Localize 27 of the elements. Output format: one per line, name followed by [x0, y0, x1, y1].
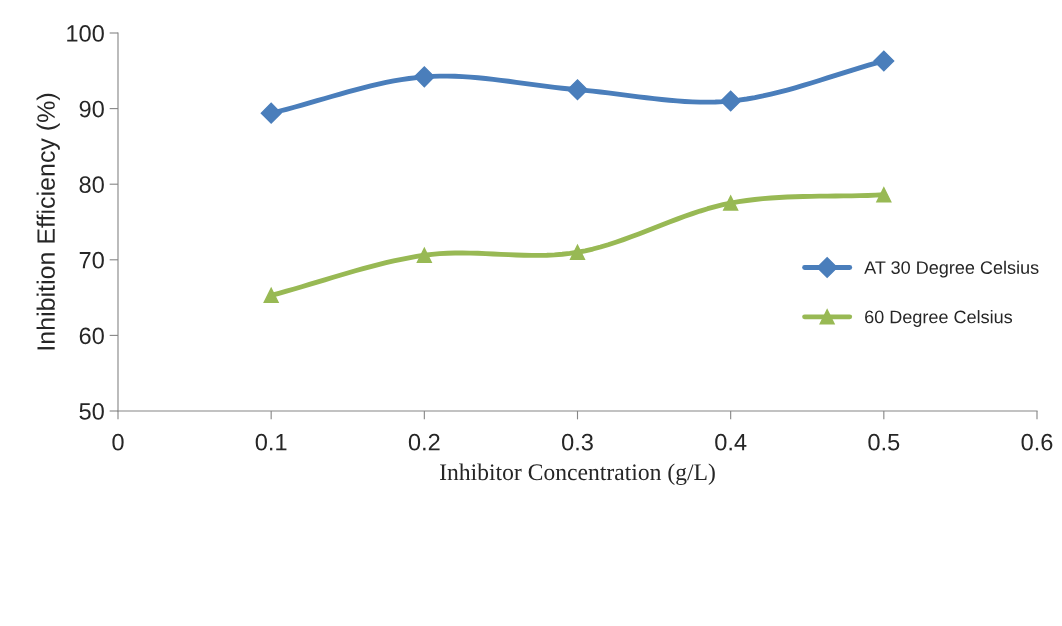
point [263, 287, 279, 303]
legend-label: 60 Degree Celsius [865, 310, 1013, 327]
x-axis-title: Inhibitor Concentration (g/L) [440, 463, 715, 486]
point [569, 244, 586, 260]
point [260, 102, 282, 124]
point [876, 187, 892, 203]
y-tick-label: 70 [79, 251, 104, 269]
y-tick-label: 50 [79, 403, 104, 420]
x-tick-label: 0.1 [255, 433, 287, 451]
y-tick-label: 60 [79, 327, 104, 345]
point [416, 247, 432, 263]
point [413, 66, 435, 88]
x-tick-label: 0 [112, 433, 124, 451]
x-tick-label: 0.4 [715, 433, 747, 451]
point [566, 79, 589, 101]
x-tick-label: 0.2 [408, 433, 440, 451]
point [723, 195, 739, 211]
x-tick-label: 0.5 [868, 433, 900, 451]
y-tick-label: 100 [67, 25, 104, 42]
x-tick-label: 0.3 [562, 433, 593, 451]
y-axis-title: Inhibition Efficiency (%) [36, 93, 60, 350]
legend-label: AT 30 Degree Celsius [864, 260, 1039, 278]
x-tick-label: 0.6 [1021, 433, 1053, 451]
y-tick-label: 90 [79, 100, 104, 118]
point [720, 90, 742, 112]
y-tick-label: 80 [79, 176, 104, 193]
point [873, 50, 895, 72]
